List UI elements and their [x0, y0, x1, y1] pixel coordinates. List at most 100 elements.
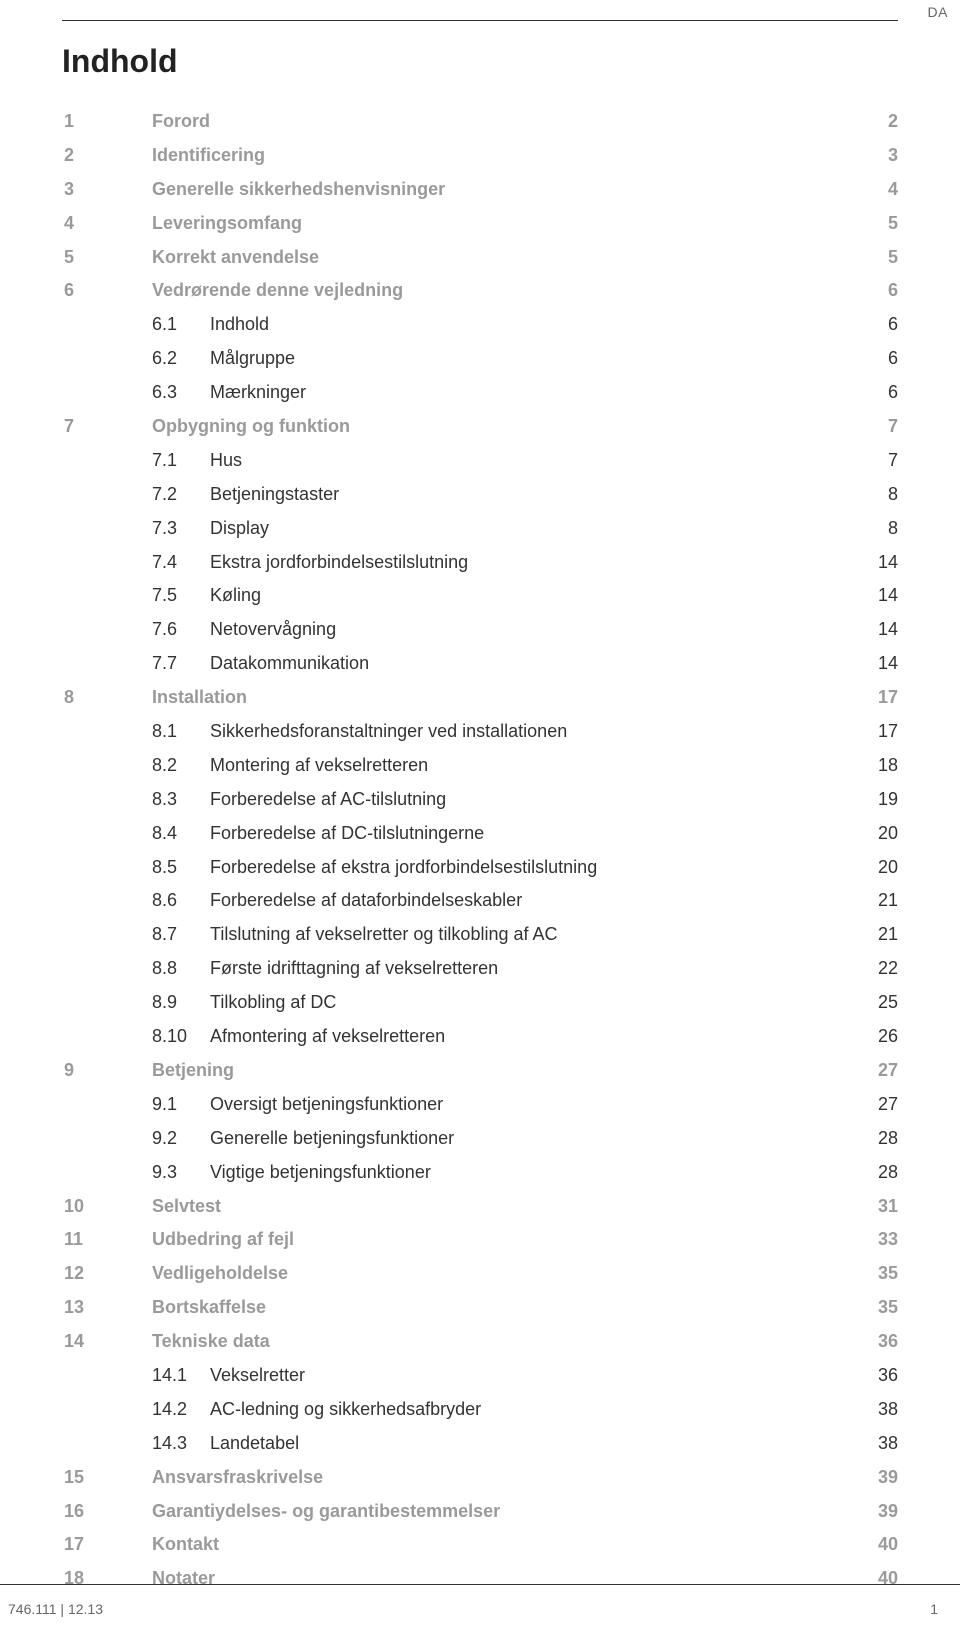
toc-entry-page: 36 [834, 1328, 898, 1356]
toc-entry-title: Opbygning og funktion [152, 413, 834, 441]
toc-entry-title: Forberedelse af DC-tilslutningerne [210, 820, 834, 848]
toc-entry-number: 8.1 [62, 718, 210, 746]
toc-subsection-row: 14.2AC-ledning og sikkerhedsafbryder38 [62, 1396, 898, 1424]
toc-subsection-row: 7.6Netovervågning14 [62, 616, 898, 644]
toc-entry-page: 6 [834, 379, 898, 407]
toc-entry-page: 19 [834, 786, 898, 814]
toc-entry-number: 6.3 [62, 379, 210, 407]
toc-subsection-row: 8.6Forberedelse af dataforbindelseskable… [62, 887, 898, 915]
footer-divider [0, 1584, 960, 1585]
toc-entry-title: Montering af vekselretteren [210, 752, 834, 780]
toc-section-row: 16Garantiydelses- og garantibestemmelser… [62, 1498, 898, 1526]
toc-entry-title: AC-ledning og sikkerhedsafbryder [210, 1396, 834, 1424]
toc-entry-number: 2 [62, 142, 152, 170]
toc-subsection-row: 9.2Generelle betjeningsfunktioner28 [62, 1125, 898, 1153]
toc-entry-number: 8.2 [62, 752, 210, 780]
footer-doc-id: 746.111 | 12.13 [8, 1601, 103, 1617]
toc-subsection-row: 8.3Forberedelse af AC-tilslutning19 [62, 786, 898, 814]
toc-entry-number: 8.8 [62, 955, 210, 983]
toc-entry-title: Første idrifttagning af vekselretteren [210, 955, 834, 983]
toc-entry-title: Betjeningstaster [210, 481, 834, 509]
language-tag: DA [928, 4, 948, 20]
toc-entry-title: Installation [152, 684, 834, 712]
toc-entry-page: 4 [834, 176, 898, 204]
toc-entry-number: 7.4 [62, 549, 210, 577]
toc-entry-page: 14 [834, 616, 898, 644]
toc-entry-number: 8.6 [62, 887, 210, 915]
toc-entry-number: 6.1 [62, 311, 210, 339]
toc-entry-title: Forord [152, 108, 834, 136]
toc-entry-title: Forberedelse af ekstra jordforbindelsest… [210, 854, 834, 882]
toc-entry-title: Netovervågning [210, 616, 834, 644]
toc-entry-page: 17 [834, 684, 898, 712]
toc-entry-title: Vigtige betjeningsfunktioner [210, 1159, 834, 1187]
toc-entry-title: Ekstra jordforbindelsestilslutning [210, 549, 834, 577]
toc-entry-number: 14.2 [62, 1396, 210, 1424]
toc-section-row: 2Identificering3 [62, 142, 898, 170]
toc-entry-page: 35 [834, 1294, 898, 1322]
toc-subsection-row: 7.7Datakommunikation14 [62, 650, 898, 678]
top-divider [62, 20, 898, 21]
toc-entry-page: 6 [834, 311, 898, 339]
toc-section-row: 18Notater40 [62, 1565, 898, 1593]
toc-entry-page: 5 [834, 210, 898, 238]
toc-entry-title: Identificering [152, 142, 834, 170]
toc-entry-page: 28 [834, 1159, 898, 1187]
toc-entry-page: 31 [834, 1193, 898, 1221]
toc-entry-page: 33 [834, 1226, 898, 1254]
toc-entry-number: 6.2 [62, 345, 210, 373]
toc-entry-number: 14.3 [62, 1430, 210, 1458]
toc-entry-page: 6 [834, 345, 898, 373]
toc-entry-title: Kontakt [152, 1531, 834, 1559]
toc-subsection-row: 9.3Vigtige betjeningsfunktioner28 [62, 1159, 898, 1187]
toc-entry-title: Selvtest [152, 1193, 834, 1221]
toc-entry-page: 5 [834, 244, 898, 272]
toc-entry-number: 14.1 [62, 1362, 210, 1390]
document-page: DA Indhold 1Forord22Identificering33Gene… [0, 0, 960, 1637]
toc-subsection-row: 8.1Sikkerhedsforanstaltninger ved instal… [62, 718, 898, 746]
toc-entry-number: 18 [62, 1565, 152, 1593]
toc-entry-title: Forberedelse af dataforbindelseskabler [210, 887, 834, 915]
toc-entry-page: 39 [834, 1498, 898, 1526]
toc-entry-title: Vedrørende denne vejledning [152, 277, 834, 305]
toc-entry-number: 1 [62, 108, 152, 136]
page-title: Indhold [62, 43, 898, 80]
toc-entry-page: 14 [834, 650, 898, 678]
toc-entry-title: Vekselretter [210, 1362, 834, 1390]
toc-entry-number: 13 [62, 1294, 152, 1322]
toc-subsection-row: 8.7Tilslutning af vekselretter og tilkob… [62, 921, 898, 949]
toc-entry-number: 15 [62, 1464, 152, 1492]
footer-page-number: 1 [930, 1601, 938, 1617]
toc-entry-page: 27 [834, 1057, 898, 1085]
toc-entry-page: 38 [834, 1430, 898, 1458]
toc-entry-page: 28 [834, 1125, 898, 1153]
toc-entry-title: Oversigt betjeningsfunktioner [210, 1091, 834, 1119]
toc-entry-title: Tekniske data [152, 1328, 834, 1356]
toc-entry-number: 6 [62, 277, 152, 305]
toc-entry-number: 7.7 [62, 650, 210, 678]
toc-entry-number: 7.6 [62, 616, 210, 644]
toc-entry-title: Tilkobling af DC [210, 989, 834, 1017]
toc-entry-number: 14 [62, 1328, 152, 1356]
toc-entry-number: 3 [62, 176, 152, 204]
toc-entry-title: Notater [152, 1565, 834, 1593]
toc-entry-page: 14 [834, 549, 898, 577]
toc-entry-page: 21 [834, 887, 898, 915]
toc-subsection-row: 14.1Vekselretter36 [62, 1362, 898, 1390]
toc-subsection-row: 7.3Display8 [62, 515, 898, 543]
toc-subsection-row: 6.3Mærkninger6 [62, 379, 898, 407]
toc-entry-page: 40 [834, 1565, 898, 1593]
toc-subsection-row: 7.2Betjeningstaster8 [62, 481, 898, 509]
toc-entry-title: Mærkninger [210, 379, 834, 407]
toc-entry-page: 8 [834, 481, 898, 509]
toc-entry-page: 40 [834, 1531, 898, 1559]
toc-subsection-row: 8.10Afmontering af vekselretteren26 [62, 1023, 898, 1051]
toc-entry-number: 10 [62, 1193, 152, 1221]
toc-entry-number: 8.3 [62, 786, 210, 814]
toc-section-row: 12Vedligeholdelse35 [62, 1260, 898, 1288]
toc-section-row: 3Generelle sikkerhedshenvisninger4 [62, 176, 898, 204]
toc-entry-page: 20 [834, 854, 898, 882]
toc-entry-page: 36 [834, 1362, 898, 1390]
page-footer: 746.111 | 12.13 1 [0, 1601, 960, 1617]
toc-section-row: 5Korrekt anvendelse5 [62, 244, 898, 272]
